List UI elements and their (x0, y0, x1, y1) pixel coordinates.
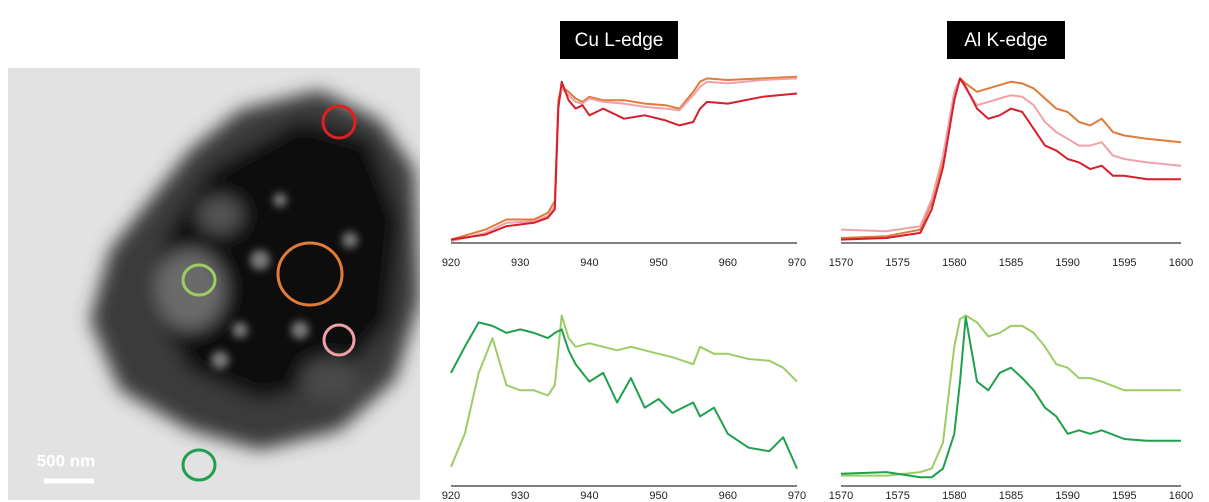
spectrum-line (840, 77, 1182, 239)
micrograph: 500 nm (8, 68, 420, 500)
x-tick-label: 1585 (999, 257, 1023, 269)
x-tick-label: 950 (649, 257, 667, 269)
spectrum-line (840, 77, 1181, 241)
x-tick-label: 920 (442, 257, 460, 269)
x-tick-label: 1575 (885, 490, 909, 502)
spectrum-line (450, 80, 798, 241)
x-tick-label: 1575 (885, 257, 909, 269)
x-tick-label: 1590 (1055, 490, 1079, 502)
spectrum-line (450, 321, 798, 470)
x-tick-label: 930 (511, 257, 529, 269)
x-tick-label: 960 (719, 257, 737, 269)
x-tick-label: 1585 (999, 490, 1023, 502)
x-tick-label: 1600 (1169, 257, 1193, 269)
spectrum-line (450, 77, 798, 243)
x-tick-label: 940 (580, 257, 598, 269)
spectrum-line (840, 316, 1181, 479)
x-tick-label: 1595 (1112, 257, 1136, 269)
x-tick-label: 970 (788, 257, 806, 269)
x-tick-label: 1595 (1112, 490, 1136, 502)
spectrum-line (841, 314, 1181, 477)
scale-bar-label: 500 nm (37, 451, 96, 470)
x-tick-label: 940 (580, 490, 598, 502)
x-tick-label: 970 (788, 490, 806, 502)
x-tick-label: 1580 (942, 490, 966, 502)
x-tick-label: 1570 (829, 257, 853, 269)
x-tick-label: 1580 (942, 257, 966, 269)
x-tick-label: 950 (649, 490, 667, 502)
x-tick-label: 1600 (1169, 490, 1193, 502)
spectrum-line (450, 75, 798, 241)
x-tick-label: 930 (511, 490, 529, 502)
spectrum-line (450, 314, 798, 468)
x-tick-label: 1590 (1055, 257, 1079, 269)
title-box (560, 21, 678, 59)
x-tick-label: 920 (442, 490, 460, 502)
title-box (947, 21, 1065, 59)
chart-title: Cu L-edge (575, 30, 664, 51)
x-tick-label: 1570 (829, 490, 853, 502)
chart-title: Al K-edge (964, 30, 1047, 51)
spectrum-line (840, 77, 1182, 233)
x-tick-label: 960 (719, 490, 737, 502)
